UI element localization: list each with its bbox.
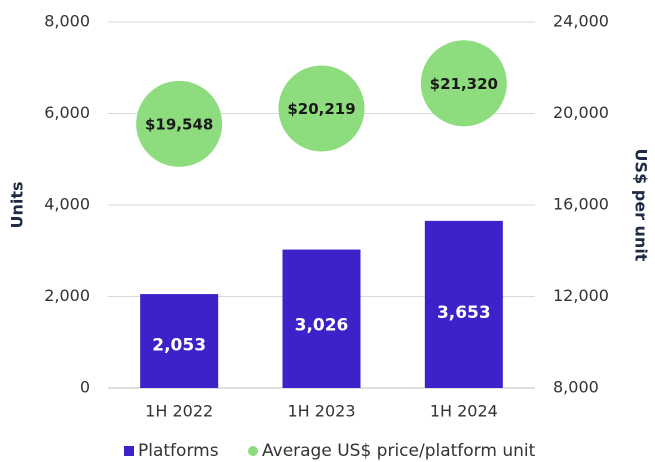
legend-label: Platforms — [138, 441, 219, 461]
y2-tick-label: 20,000 — [553, 103, 609, 122]
y2-axis-label: US$ per unit — [632, 149, 651, 262]
x-tick-label: 1H 2024 — [430, 402, 498, 421]
y2-tick-label: 24,000 — [553, 12, 609, 31]
bar — [282, 249, 361, 388]
data-label: $19,548 — [145, 115, 213, 133]
y-tick-label: 4,000 — [44, 195, 90, 214]
y-axis-label: Units — [8, 181, 27, 228]
x-tick-label: 1H 2023 — [287, 402, 355, 421]
legend-label: Average US$ price/platform unit — [262, 441, 536, 461]
y2-tick-label: 16,000 — [553, 195, 609, 214]
x-tick-label: 1H 2022 — [145, 402, 213, 421]
y-tick-label: 2,000 — [44, 286, 90, 305]
bubble — [136, 80, 223, 167]
bubble — [420, 40, 507, 127]
data-label: $20,219 — [287, 100, 355, 118]
legend-marker — [124, 446, 134, 456]
data-label: 3,653 — [437, 303, 491, 323]
legend-marker — [248, 446, 258, 456]
bar — [424, 220, 503, 388]
y-tick-label: 0 — [80, 378, 90, 397]
y2-tick-label: 12,000 — [553, 286, 609, 305]
bubble — [278, 65, 365, 152]
y-tick-label: 6,000 — [44, 103, 90, 122]
data-label: $21,320 — [430, 75, 498, 93]
y2-tick-label: 8,000 — [553, 378, 599, 397]
y-tick-label: 8,000 — [44, 12, 90, 31]
data-label: 3,026 — [295, 316, 349, 336]
bar — [140, 294, 219, 388]
data-label: 2,053 — [152, 336, 206, 356]
